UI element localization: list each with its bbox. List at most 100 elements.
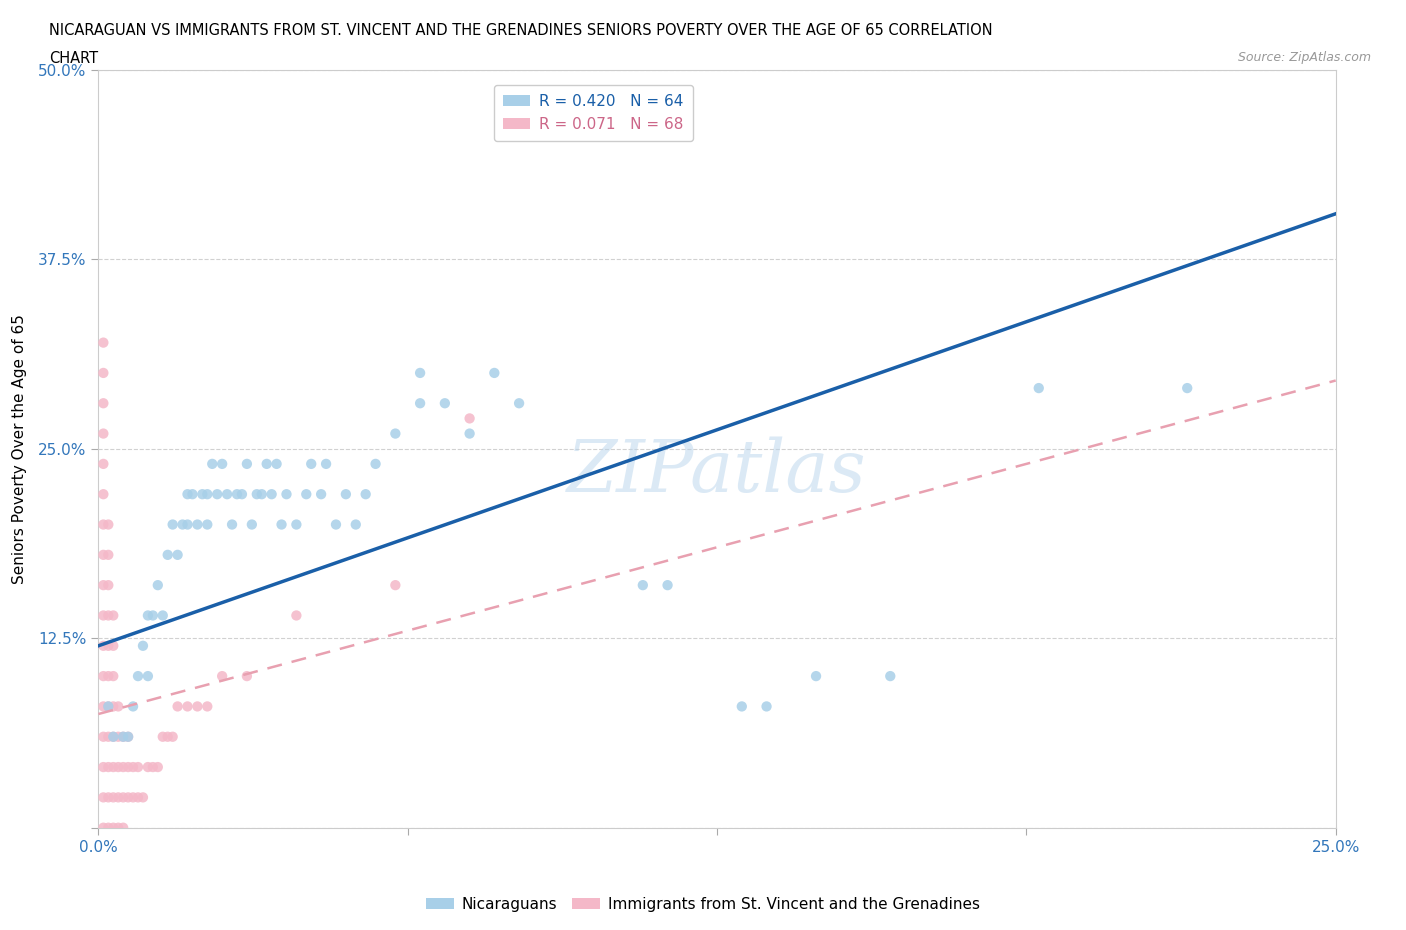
Point (93, 426, 115, 441)
Point (657, 578, 679, 592)
Point (97, 638, 120, 653)
Legend: Nicaraguans, Immigrants from St. Vincent and the Grenadines: Nicaraguans, Immigrants from St. Vincent… (420, 891, 986, 918)
Point (195, 699, 218, 714)
Point (93, 517, 115, 532)
Point (299, 457, 322, 472)
Point (285, 517, 308, 532)
Point (409, 396, 432, 411)
Point (176, 517, 198, 532)
Point (166, 699, 188, 714)
Point (172, 517, 194, 532)
Point (231, 486, 253, 501)
Point (176, 699, 198, 714)
Point (315, 457, 337, 472)
Point (384, 426, 406, 441)
Point (107, 760, 129, 775)
Point (325, 517, 347, 532)
Point (335, 486, 357, 501)
Point (240, 517, 263, 532)
Point (631, 578, 654, 592)
Point (122, 790, 145, 804)
Point (146, 760, 169, 775)
Point (103, 638, 125, 653)
Point (309, 486, 332, 501)
Point (484, 365, 506, 380)
Point (103, 669, 125, 684)
Point (97, 669, 120, 684)
Point (195, 517, 218, 532)
Y-axis label: Seniors Poverty Over the Age of 65: Seniors Poverty Over the Age of 65 (13, 313, 27, 584)
Point (285, 608, 308, 623)
Point (344, 517, 367, 532)
Point (211, 457, 233, 472)
Point (112, 729, 135, 744)
Point (1175, 380, 1198, 395)
Point (191, 486, 214, 501)
Point (93, 396, 115, 411)
Point (112, 760, 135, 775)
Point (103, 760, 125, 775)
Point (186, 517, 208, 532)
Point (93, 638, 115, 653)
Point (122, 699, 145, 714)
Point (226, 486, 249, 501)
Point (433, 396, 456, 411)
Point (112, 790, 135, 804)
Point (270, 517, 292, 532)
Point (156, 729, 179, 744)
Point (201, 457, 224, 472)
Point (152, 608, 174, 623)
Point (246, 486, 269, 501)
Point (152, 729, 174, 744)
Point (97, 729, 120, 744)
Point (93, 669, 115, 684)
Point (93, 457, 115, 472)
Point (156, 548, 179, 563)
Point (142, 608, 165, 623)
Text: CHART: CHART (49, 51, 98, 66)
Point (146, 578, 169, 592)
Text: NICARAGUAN VS IMMIGRANTS FROM ST. VINCENT AND THE GRENADINES SENIORS POVERTY OVE: NICARAGUAN VS IMMIGRANTS FROM ST. VINCEN… (49, 23, 993, 38)
Point (107, 699, 129, 714)
Text: Source: ZipAtlas.com: Source: ZipAtlas.com (1237, 51, 1371, 64)
Point (103, 729, 125, 744)
Point (97, 517, 120, 532)
Point (97, 699, 120, 714)
Legend: R = 0.420   N = 64, R = 0.071   N = 68: R = 0.420 N = 64, R = 0.071 N = 68 (494, 85, 693, 141)
Point (132, 790, 155, 804)
Point (295, 486, 318, 501)
Point (136, 669, 159, 684)
Point (804, 669, 827, 684)
Point (93, 699, 115, 714)
Point (384, 578, 406, 592)
Point (97, 790, 120, 804)
Point (93, 760, 115, 775)
Point (458, 411, 481, 426)
Point (211, 669, 233, 684)
Point (879, 669, 901, 684)
Point (409, 365, 432, 380)
Point (103, 608, 125, 623)
Point (97, 699, 120, 714)
Point (103, 729, 125, 744)
Point (93, 486, 115, 501)
Point (186, 699, 208, 714)
Point (97, 578, 120, 592)
Point (93, 365, 115, 380)
Point (132, 638, 155, 653)
Point (117, 760, 139, 775)
Point (731, 699, 754, 714)
Point (112, 820, 135, 835)
Point (162, 517, 184, 532)
Point (103, 699, 125, 714)
Point (136, 608, 159, 623)
Point (127, 669, 149, 684)
Point (166, 548, 188, 563)
Point (236, 669, 259, 684)
Point (217, 486, 239, 501)
Point (276, 486, 298, 501)
Point (508, 396, 530, 411)
Point (1028, 380, 1050, 395)
Point (127, 790, 149, 804)
Point (458, 426, 481, 441)
